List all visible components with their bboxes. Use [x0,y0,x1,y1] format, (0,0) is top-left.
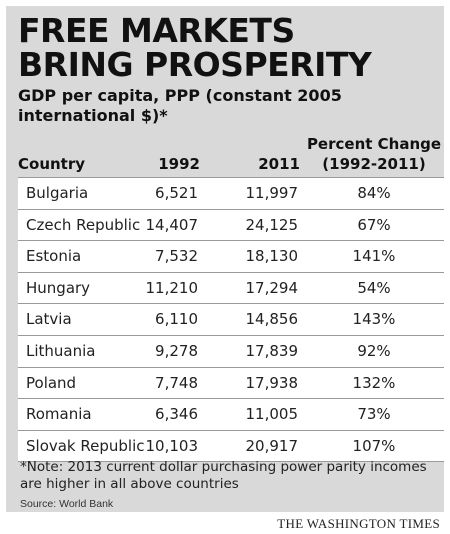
footnote: *Note: 2013 current dollar purchasing po… [20,459,427,492]
cell-2011: 14,856 [245,310,299,329]
table-row: Latvia 6,110 14,856 143% [18,304,444,336]
cell-percent-change: 107% [352,436,396,455]
cell-percent-change: 141% [352,247,396,266]
cell-2011: 17,294 [245,278,299,297]
chart-subtitle: GDP per capita, PPP (constant 2005 inter… [18,86,342,125]
table-body: Bulgaria 6,521 11,997 84% Czech Republic… [18,177,444,463]
table-header: Country 1992 2011 Percent Change (1992-2… [18,130,444,177]
cell-country: Slovak Republic [26,436,145,455]
source-line: Source: World Bank [20,498,114,510]
cell-country: Lithuania [26,341,96,360]
cell-2011: 11,997 [245,184,299,202]
cell-1992: 6,110 [155,310,198,329]
cell-2011: 20,917 [245,436,299,455]
table-row: Lithuania 9,278 17,839 92% [18,335,444,368]
cell-1992: 7,532 [155,247,198,266]
header-percent-line-1: Percent Change [306,135,442,153]
cell-percent-change: 84% [357,184,391,202]
table-row: Slovak Republic 10,103 20,917 107% [18,430,444,463]
cell-percent-change: 73% [357,405,391,424]
cell-2011: 17,839 [245,341,299,360]
cell-1992: 7,748 [155,373,198,392]
table-row: Romania 6,346 11,005 73% [18,399,444,431]
cell-country: Bulgaria [26,184,89,202]
cell-1992: 11,210 [145,278,199,297]
table-row: Estonia 7,532 18,130 141% [18,241,444,273]
title-line-2: BRING PROSPERITY [18,45,372,84]
cell-percent-change: 92% [357,341,391,360]
table-row: Czech Republic 14,407 24,125 67% [18,209,444,242]
cell-1992: 6,346 [155,405,198,424]
cell-1992: 9,278 [155,341,198,360]
table-row: Bulgaria 6,521 11,997 84% [18,178,444,210]
cell-country: Czech Republic [26,215,141,234]
cell-country: Romania [26,405,92,424]
cell-country: Poland [26,373,77,392]
header-1992: 1992 [158,155,200,173]
publisher-credit: THE WASHINGTON TIMES [277,516,440,531]
data-table: Country 1992 2011 Percent Change (1992-2… [18,130,444,463]
header-country: Country [18,155,86,173]
chart-title: FREE MARKETS BRING PROSPERITY [18,11,372,84]
cell-percent-change: 67% [357,215,391,234]
header-percent-change: Percent Change (1992-2011) [304,134,444,174]
infographic-panel: FREE MARKETS BRING PROSPERITY GDP per ca… [6,6,444,512]
cell-percent-change: 132% [352,373,396,392]
cell-2011: 17,938 [245,373,299,392]
cell-2011: 11,005 [245,405,299,424]
header-2011: 2011 [258,155,300,173]
cell-country: Estonia [26,247,82,266]
title-line-1: FREE MARKETS [18,11,295,50]
cell-1992: 10,103 [145,436,199,455]
cell-percent-change: 143% [352,310,396,329]
cell-2011: 24,125 [245,215,299,234]
cell-1992: 6,521 [155,184,198,202]
cell-country: Latvia [26,310,72,329]
cell-country: Hungary [26,278,91,297]
cell-percent-change: 54% [357,278,391,297]
cell-2011: 18,130 [245,247,299,266]
table-row: Hungary 11,210 17,294 54% [18,272,444,305]
header-percent-line-2: (1992-2011) [322,155,426,173]
table-row: Poland 7,748 17,938 132% [18,367,444,400]
cell-1992: 14,407 [145,215,199,234]
